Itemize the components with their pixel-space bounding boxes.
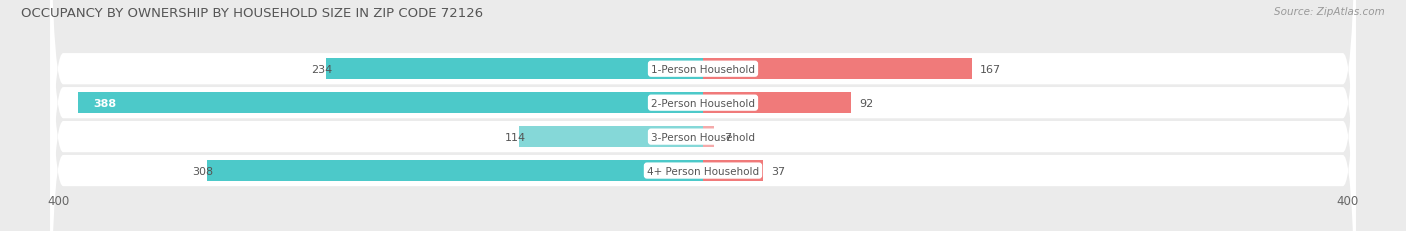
Text: 308: 308: [191, 166, 214, 176]
Text: 37: 37: [770, 166, 785, 176]
Text: 167: 167: [980, 64, 1001, 74]
FancyBboxPatch shape: [51, 0, 1355, 231]
Text: 114: 114: [505, 132, 526, 142]
Bar: [77, 93, 703, 114]
Text: 1-Person Household: 1-Person Household: [651, 64, 755, 74]
FancyBboxPatch shape: [51, 0, 1355, 231]
Bar: [703, 160, 762, 181]
Bar: [703, 59, 972, 80]
FancyBboxPatch shape: [51, 0, 1355, 231]
Text: 3-Person Household: 3-Person Household: [651, 132, 755, 142]
Text: 388: 388: [94, 98, 117, 108]
Bar: [519, 127, 703, 148]
Text: OCCUPANCY BY OWNERSHIP BY HOUSEHOLD SIZE IN ZIP CODE 72126: OCCUPANCY BY OWNERSHIP BY HOUSEHOLD SIZE…: [21, 7, 484, 20]
Text: 4+ Person Household: 4+ Person Household: [647, 166, 759, 176]
Text: 92: 92: [859, 98, 873, 108]
Text: 234: 234: [311, 64, 332, 74]
Bar: [703, 127, 714, 148]
Bar: [703, 93, 851, 114]
Bar: [207, 160, 703, 181]
FancyBboxPatch shape: [51, 0, 1355, 231]
Text: 7: 7: [724, 132, 731, 142]
Text: Source: ZipAtlas.com: Source: ZipAtlas.com: [1274, 7, 1385, 17]
Bar: [326, 59, 703, 80]
Text: 2-Person Household: 2-Person Household: [651, 98, 755, 108]
